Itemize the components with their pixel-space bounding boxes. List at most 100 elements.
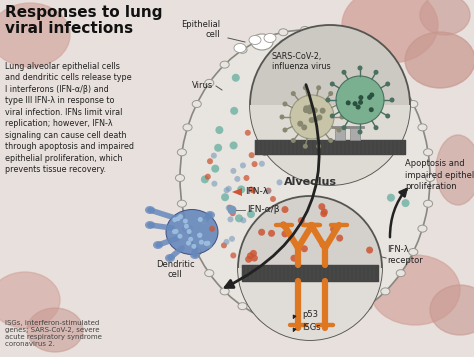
Circle shape (330, 114, 335, 119)
Ellipse shape (418, 124, 427, 131)
Circle shape (336, 76, 384, 124)
Circle shape (234, 176, 240, 182)
Circle shape (250, 25, 410, 185)
Ellipse shape (165, 254, 175, 262)
Ellipse shape (153, 241, 163, 249)
Circle shape (356, 105, 361, 110)
Ellipse shape (279, 40, 291, 49)
Ellipse shape (322, 320, 331, 327)
Ellipse shape (409, 101, 418, 107)
Ellipse shape (363, 46, 372, 53)
Circle shape (339, 115, 345, 120)
Circle shape (207, 158, 213, 164)
Circle shape (280, 115, 284, 120)
Circle shape (248, 186, 255, 192)
FancyArrowPatch shape (293, 315, 296, 318)
Circle shape (319, 203, 325, 210)
Circle shape (226, 186, 232, 192)
Circle shape (175, 216, 181, 221)
Ellipse shape (251, 34, 273, 50)
Circle shape (188, 237, 193, 242)
Ellipse shape (301, 322, 310, 330)
Circle shape (337, 101, 342, 106)
Circle shape (303, 144, 308, 149)
Circle shape (221, 242, 227, 248)
Circle shape (279, 155, 285, 161)
Text: ISGs: ISGs (302, 323, 320, 332)
Circle shape (282, 230, 289, 237)
Circle shape (198, 217, 203, 222)
Circle shape (252, 161, 257, 167)
Circle shape (178, 214, 183, 219)
Circle shape (358, 95, 364, 100)
Circle shape (186, 241, 191, 246)
Circle shape (211, 153, 217, 159)
Circle shape (199, 240, 204, 245)
Circle shape (357, 65, 363, 70)
Polygon shape (232, 188, 242, 196)
Circle shape (316, 144, 321, 149)
Ellipse shape (177, 200, 186, 207)
Circle shape (301, 124, 307, 130)
Circle shape (341, 125, 346, 130)
Circle shape (321, 208, 328, 216)
Ellipse shape (426, 175, 435, 181)
Ellipse shape (289, 47, 301, 56)
Circle shape (224, 187, 229, 193)
Circle shape (283, 127, 287, 132)
Circle shape (291, 138, 296, 143)
Circle shape (328, 91, 333, 96)
Circle shape (336, 235, 343, 242)
Ellipse shape (220, 61, 229, 68)
Circle shape (303, 107, 309, 113)
Ellipse shape (264, 34, 276, 42)
Circle shape (275, 157, 281, 164)
Circle shape (245, 256, 252, 263)
Circle shape (297, 121, 303, 127)
Text: IFN-λ
receptor: IFN-λ receptor (387, 245, 423, 265)
Circle shape (385, 114, 390, 119)
Circle shape (240, 217, 246, 223)
Circle shape (183, 218, 188, 223)
Circle shape (209, 226, 215, 232)
Ellipse shape (322, 29, 331, 36)
Circle shape (228, 216, 234, 222)
FancyArrowPatch shape (390, 189, 406, 237)
Text: IFN-α/β: IFN-α/β (247, 206, 280, 215)
Ellipse shape (424, 200, 433, 207)
Circle shape (290, 95, 334, 139)
Circle shape (301, 245, 308, 252)
Ellipse shape (238, 303, 247, 310)
Circle shape (374, 70, 379, 75)
Text: Virus: Virus (192, 81, 213, 91)
Circle shape (172, 229, 177, 234)
Circle shape (221, 193, 229, 201)
Circle shape (247, 252, 254, 259)
Circle shape (330, 226, 337, 233)
Circle shape (211, 165, 219, 173)
FancyArrowPatch shape (225, 85, 319, 287)
Circle shape (326, 97, 330, 102)
Circle shape (265, 187, 272, 193)
Circle shape (245, 130, 251, 136)
Circle shape (283, 101, 287, 106)
Ellipse shape (258, 313, 267, 321)
Text: SARS-CoV-2,
influenza virus: SARS-CoV-2, influenza virus (272, 52, 331, 71)
Ellipse shape (205, 270, 214, 277)
Circle shape (224, 239, 229, 245)
Ellipse shape (396, 270, 405, 277)
Circle shape (187, 229, 191, 234)
Ellipse shape (205, 79, 214, 86)
Circle shape (230, 252, 237, 258)
Circle shape (260, 115, 265, 121)
Circle shape (330, 81, 335, 86)
Ellipse shape (301, 26, 310, 34)
Ellipse shape (205, 211, 215, 219)
Circle shape (232, 74, 240, 82)
Circle shape (191, 244, 196, 249)
Circle shape (268, 230, 275, 237)
Circle shape (309, 117, 315, 123)
Circle shape (237, 185, 245, 193)
Circle shape (303, 105, 310, 111)
Circle shape (250, 250, 257, 257)
